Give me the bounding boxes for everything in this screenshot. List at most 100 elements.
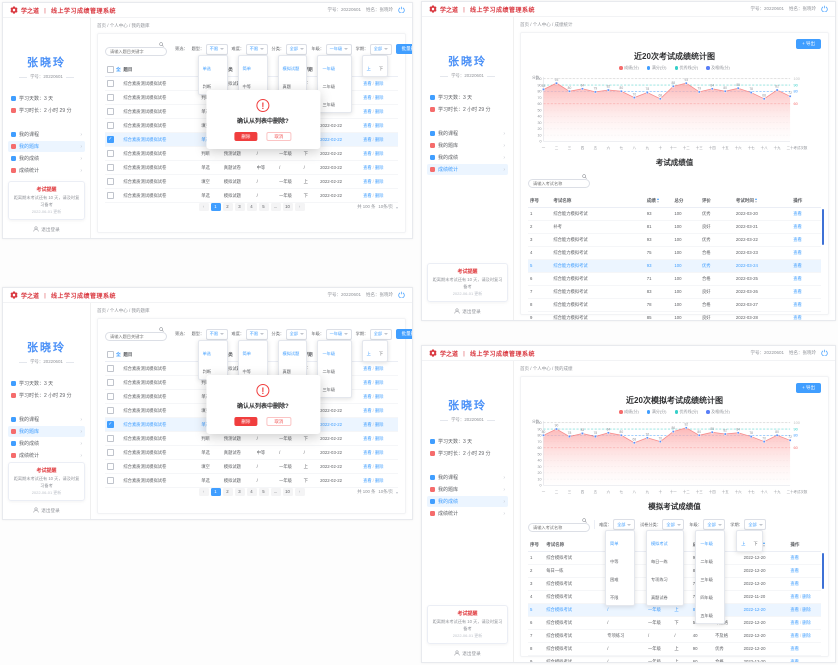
select-all-checkbox[interactable] bbox=[107, 66, 114, 73]
row-checkbox[interactable] bbox=[107, 449, 114, 456]
filter-select[interactable]: 一年级 bbox=[325, 43, 352, 55]
row-action-link[interactable]: 删除 bbox=[374, 365, 384, 371]
row-checkbox[interactable] bbox=[107, 122, 114, 129]
dropdown-option[interactable]: 困难 bbox=[610, 577, 619, 583]
power-icon[interactable] bbox=[821, 5, 828, 13]
dropdown-option[interactable]: 三年级 bbox=[322, 101, 336, 107]
legend-item[interactable]: 成绩(分) bbox=[619, 409, 639, 415]
dropdown-option[interactable]: 中等 bbox=[242, 368, 251, 374]
legend-item[interactable]: 及格线(分) bbox=[706, 409, 730, 415]
dropdown-option[interactable]: 简单 bbox=[242, 65, 251, 71]
search-input[interactable] bbox=[528, 522, 590, 532]
row-action-link[interactable]: 删除 bbox=[802, 593, 811, 599]
sort-icon[interactable] bbox=[763, 542, 766, 548]
sidebar-item-3[interactable]: 我的成绩 › bbox=[8, 153, 85, 164]
legend-item[interactable]: 及格线(分) bbox=[706, 65, 730, 71]
dialog-cancel-button[interactable]: 取消 bbox=[266, 417, 292, 426]
logout-button[interactable]: 退出登录 bbox=[8, 507, 85, 514]
legend-item[interactable]: 成绩(分) bbox=[619, 65, 639, 71]
page-button-3[interactable]: 3 bbox=[234, 488, 245, 496]
dropdown-option[interactable]: 下 bbox=[378, 65, 384, 71]
filter-select[interactable]: 全部 bbox=[744, 519, 767, 531]
row-action-link[interactable]: 查看 bbox=[793, 314, 802, 320]
dropdown-option[interactable]: 不限 bbox=[610, 595, 619, 601]
sidebar-item-2[interactable]: 我的题库 › bbox=[427, 484, 508, 495]
search-field[interactable] bbox=[528, 516, 590, 534]
page-button-3[interactable]: 3 bbox=[234, 203, 245, 211]
legend-item[interactable]: 满分(分) bbox=[646, 409, 667, 415]
search-field[interactable] bbox=[105, 40, 167, 58]
filter-select[interactable]: 不限 bbox=[245, 328, 268, 340]
dropdown-option[interactable]: 真题 bbox=[282, 83, 291, 89]
row-checkbox[interactable] bbox=[107, 94, 114, 101]
page-button-5[interactable]: 5 bbox=[258, 203, 269, 211]
legend-item[interactable]: 优秀线(分) bbox=[674, 409, 698, 415]
row-action-link[interactable]: 查看 bbox=[790, 658, 799, 663]
search-input[interactable] bbox=[528, 178, 590, 188]
filter-select[interactable]: 全部 bbox=[613, 519, 635, 531]
row-action-link[interactable]: 查看 bbox=[793, 223, 802, 229]
sidebar-item-4[interactable]: 成绩统计 › bbox=[8, 450, 85, 461]
row-action-link[interactable]: 查看 bbox=[790, 554, 799, 560]
dialog-delete-button[interactable]: 删除 bbox=[234, 417, 258, 426]
row-action-link[interactable]: 查看 bbox=[363, 463, 372, 469]
logout-button[interactable]: 退出登录 bbox=[427, 308, 508, 315]
dropdown-option[interactable]: 单选 bbox=[202, 65, 211, 71]
dropdown-option[interactable]: 专项练习 bbox=[650, 577, 668, 583]
row-action-link[interactable]: 删除 bbox=[374, 421, 384, 427]
row-action-link[interactable]: 删除 bbox=[374, 463, 384, 469]
next-page-button[interactable]: › bbox=[294, 488, 305, 496]
row-action-link[interactable]: 删除 bbox=[374, 80, 384, 86]
row-checkbox[interactable] bbox=[107, 463, 114, 470]
row-action-link[interactable]: 查看 bbox=[363, 379, 372, 385]
logout-button[interactable]: 退出登录 bbox=[427, 650, 508, 657]
sidebar-item-1[interactable]: 我的课程 › bbox=[8, 129, 85, 140]
row-checkbox[interactable] bbox=[107, 178, 114, 185]
prev-page-button[interactable]: ‹ bbox=[198, 203, 209, 211]
row-action-link[interactable]: 查看 bbox=[793, 275, 802, 281]
row-action-link[interactable]: 查看 bbox=[793, 288, 802, 294]
row-checkbox[interactable] bbox=[107, 164, 114, 171]
sidebar-item-1[interactable]: 我的课程 › bbox=[8, 414, 85, 425]
row-action-link[interactable]: 删除 bbox=[374, 164, 384, 170]
sidebar-item-3[interactable]: 我的成绩 › bbox=[427, 152, 508, 163]
sidebar-item-1[interactable]: 我的课程 › bbox=[427, 128, 508, 139]
dropdown-option[interactable]: 中等 bbox=[610, 559, 619, 565]
dropdown-option[interactable]: 模拟试题 bbox=[282, 350, 300, 356]
row-action-link[interactable]: 删除 bbox=[802, 606, 811, 612]
dropdown-option[interactable]: 下 bbox=[378, 350, 384, 356]
row-action-link[interactable]: 查看 bbox=[363, 449, 372, 455]
page-button-5[interactable]: 5 bbox=[258, 488, 269, 496]
row-checkbox[interactable] bbox=[107, 192, 114, 199]
select-all-checkbox[interactable] bbox=[107, 351, 114, 358]
per-page-select[interactable]: 10条/页 bbox=[378, 204, 393, 209]
sort-icon[interactable] bbox=[657, 198, 660, 204]
table-scrollbar[interactable] bbox=[821, 208, 824, 245]
export-button[interactable]: + 导出 bbox=[796, 383, 821, 393]
next-page-button[interactable]: › bbox=[294, 203, 305, 211]
sidebar-item-1[interactable]: 我的课程 › bbox=[427, 472, 508, 483]
page-button-10[interactable]: 10 bbox=[282, 203, 293, 211]
row-action-link[interactable]: 查看 bbox=[363, 150, 372, 156]
row-action-link[interactable]: 查看 bbox=[363, 421, 372, 427]
dropdown-option[interactable]: 简单 bbox=[242, 350, 251, 356]
filter-select[interactable]: 不限 bbox=[245, 43, 268, 55]
filter-select[interactable]: 全部 bbox=[662, 519, 685, 531]
dropdown-option[interactable]: 三年级 bbox=[322, 386, 336, 392]
sort-icon[interactable] bbox=[755, 198, 758, 204]
row-action-link[interactable]: 删除 bbox=[802, 619, 811, 625]
row-action-link[interactable]: 查看 bbox=[363, 393, 372, 399]
filter-select[interactable]: 全部 bbox=[285, 43, 308, 55]
dropdown-option[interactable]: 模拟试题 bbox=[282, 65, 300, 71]
dropdown-option[interactable]: 二年级 bbox=[322, 368, 336, 374]
row-checkbox[interactable] bbox=[107, 393, 114, 400]
row-action-link[interactable]: 删除 bbox=[374, 393, 384, 399]
dropdown-option[interactable]: 每日一练 bbox=[650, 559, 668, 565]
row-action-link[interactable]: 删除 bbox=[374, 435, 384, 441]
row-action-link[interactable]: 查看 bbox=[793, 249, 802, 255]
row-action-link[interactable]: 删除 bbox=[374, 192, 384, 198]
dropdown-option[interactable]: 二年级 bbox=[700, 559, 713, 565]
logout-button[interactable]: 退出登录 bbox=[8, 226, 85, 233]
power-icon[interactable] bbox=[398, 291, 405, 299]
page-button-...[interactable]: ... bbox=[270, 488, 281, 496]
